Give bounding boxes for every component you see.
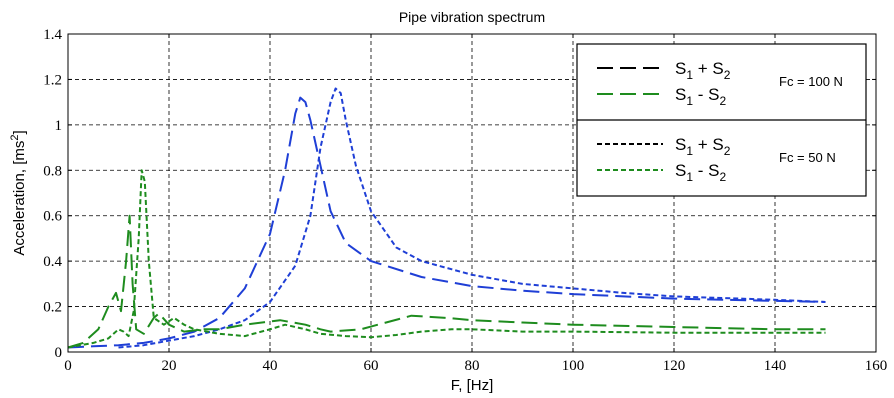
y-axis-label-tail: ]	[11, 130, 28, 134]
legend-label: S1 - S2	[675, 161, 726, 184]
x-tick-label: 20	[162, 358, 177, 374]
y-axis-label-main: Acceleration, [ms	[11, 141, 28, 256]
y-tick-label: 0.8	[43, 163, 62, 179]
x-tick-label: 120	[663, 358, 686, 374]
ticks: 0 20 40 60 80 100 120 140 160 0 0.2 0.4 0.6 0.8 1 1.2 1.…	[43, 27, 887, 374]
legend-label-sub: 1	[686, 170, 693, 184]
x-tick-label: 100	[562, 358, 585, 374]
y-tick-label: 0.4	[43, 254, 62, 270]
series-line-2	[118, 87, 826, 349]
legend-label-sub: 2	[724, 68, 731, 82]
series-line-3	[67, 214, 826, 349]
x-tick-label: 140	[764, 358, 787, 374]
y-axis-label: Acceleration, [ms2]	[9, 130, 28, 255]
legend-label-sub: 1	[686, 144, 693, 158]
series-line-1	[67, 96, 826, 349]
legend-label-sub: 1	[686, 94, 693, 108]
y-tick-label: 0.6	[43, 209, 62, 225]
legend-label-main: S	[675, 59, 686, 78]
legend-label-op: + S	[693, 59, 724, 78]
series-layer	[67, 87, 826, 349]
legend-label-sub: 2	[724, 144, 731, 158]
legend-label: S1 - S2	[675, 85, 726, 108]
x-tick-label: 40	[263, 358, 278, 374]
y-tick-label: 0.2	[43, 300, 62, 316]
legend-label: S1 + S2	[675, 59, 731, 82]
legend-label-op: - S	[693, 161, 719, 180]
x-tick-label: 0	[64, 358, 72, 374]
legend-label-main: S	[675, 135, 686, 154]
legend-label: S1 + S2	[675, 135, 731, 158]
legend-label-sub: 2	[719, 170, 726, 184]
legend-note: Fc = 100 N	[779, 74, 843, 89]
x-tick-label: 60	[364, 358, 379, 374]
legend-label-main: S	[675, 161, 686, 180]
y-tick-label: 1.2	[43, 72, 62, 88]
x-axis-label: F, [Hz]	[451, 377, 494, 394]
y-tick-label: 0	[55, 345, 63, 361]
legend-label-sub: 1	[686, 68, 693, 82]
y-tick-label: 1.4	[43, 27, 62, 43]
legend-label-op: - S	[693, 85, 719, 104]
y-axis-label-sup: 2	[9, 135, 21, 141]
series-line-4	[67, 169, 826, 349]
legend-label-main: S	[675, 85, 686, 104]
x-tick-label: 160	[865, 358, 888, 374]
x-tick-label: 80	[465, 358, 480, 374]
legend-note: Fc = 50 N	[779, 150, 836, 165]
legend-label-sub: 2	[719, 94, 726, 108]
y-tick-label: 1	[55, 118, 63, 134]
legend-label-op: + S	[693, 135, 724, 154]
chart-title: Pipe vibration spectrum	[399, 9, 545, 25]
